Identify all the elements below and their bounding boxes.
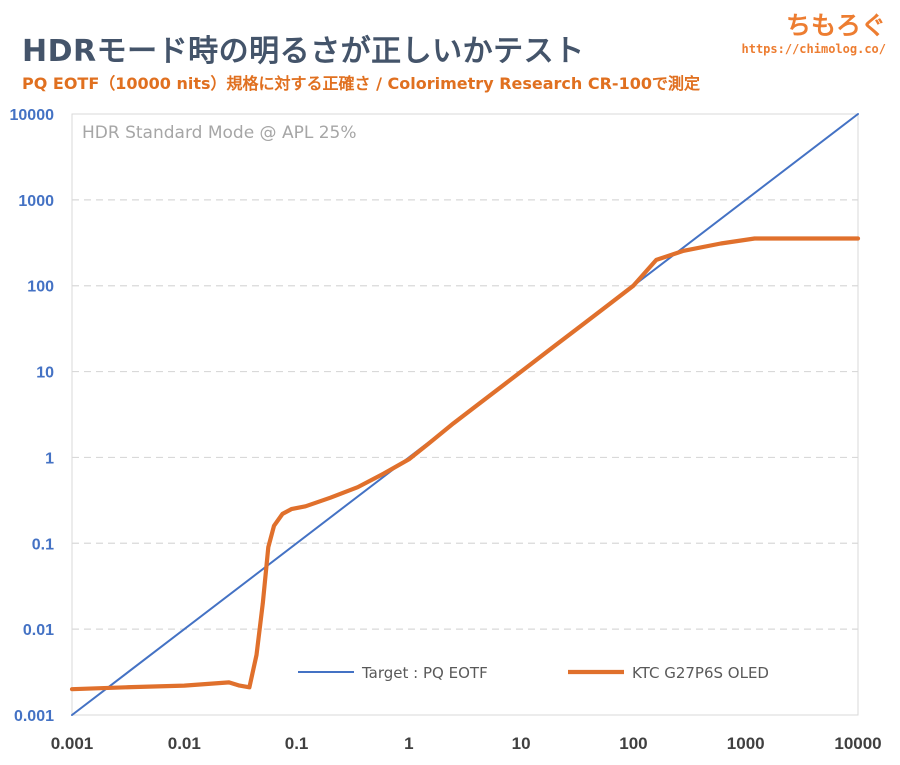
y-tick-label: 0.01 <box>23 622 54 639</box>
x-tick-label: 10 <box>512 734 531 753</box>
logo-url[interactable]: https://chimolog.co/ <box>741 42 887 56</box>
y-tick-label: 100 <box>27 279 54 296</box>
legend: Target : PQ EOTF KTC G27P6S OLED <box>298 664 769 682</box>
x-tick-label: 1 <box>404 734 413 753</box>
y-tick-label: 0.1 <box>32 536 54 553</box>
legend-label: KTC G27P6S OLED <box>632 664 769 682</box>
x-tick-label: 1000 <box>727 734 765 753</box>
series-line-2 <box>69 236 861 692</box>
y-tick-label: 1 <box>45 450 54 467</box>
site-logo[interactable]: ちもろぐ https://chimolog.co/ <box>742 6 887 56</box>
logo-text: ちもろぐ <box>785 11 886 40</box>
chart-annotation: HDR Standard Mode @ APL 25% <box>82 123 357 143</box>
y-tick-label: 0.001 <box>14 708 54 725</box>
x-tick-label: 0.001 <box>51 734 94 753</box>
x-axis-ticks: 0.001 0.01 0.1 1 10 100 1000 10000 <box>51 734 882 753</box>
chart-title: HDRモード時の明るさが正しいかテスト <box>22 34 585 69</box>
series-group <box>69 113 861 716</box>
y-tick-label: 10000 <box>10 107 55 124</box>
x-tick-label: 100 <box>619 734 647 753</box>
x-tick-label: 0.1 <box>285 734 309 753</box>
chart-subtitle: PQ EOTF（10000 nits）規格に対する正確さ / Colorimet… <box>22 74 700 93</box>
y-tick-label: 10 <box>36 365 54 382</box>
grid-lines <box>72 199 858 630</box>
x-tick-label: 10000 <box>834 734 881 753</box>
y-axis-ticks: 0.001 0.01 0.1 1 10 100 1000 10000 <box>10 107 55 725</box>
x-tick-label: 0.01 <box>168 734 201 753</box>
y-tick-label: 1000 <box>18 193 54 210</box>
legend-label: Target : PQ EOTF <box>361 664 488 682</box>
